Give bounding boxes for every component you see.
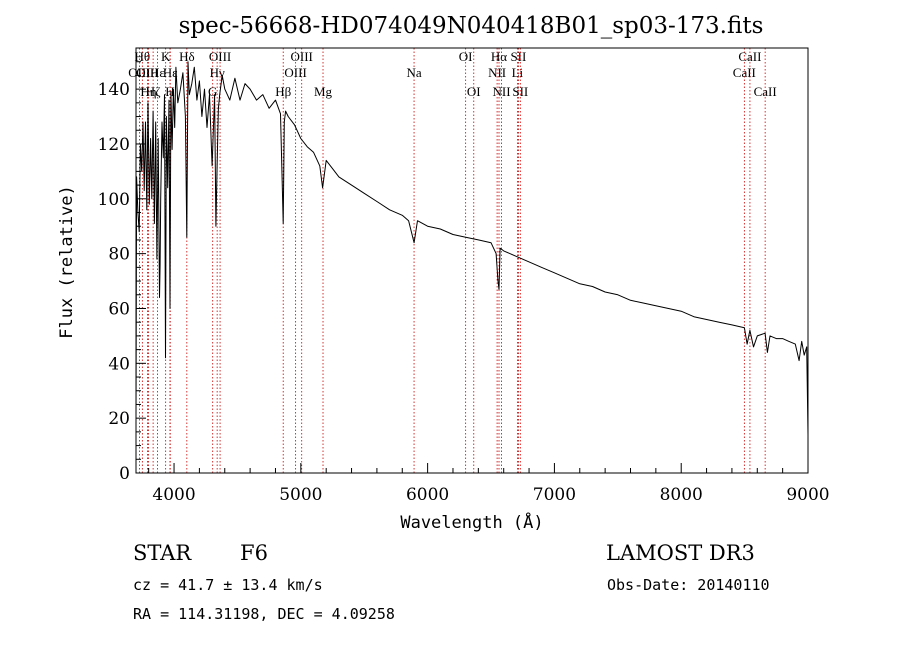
spectral-line-label: CaII — [733, 65, 756, 80]
spectral-line-label: Na — [406, 65, 421, 80]
y-axis-label: Flux (relative) — [57, 185, 77, 339]
spectral-line-label: NII — [493, 84, 511, 99]
y-tick-label: 0 — [119, 464, 130, 484]
spectral-line-label: Li — [512, 65, 524, 80]
spectrum-line — [135, 61, 809, 435]
spectral-line-label: Hθ — [135, 49, 151, 64]
x-tick-label: 8000 — [660, 485, 703, 505]
spectral-line-label: Hγ — [210, 65, 225, 80]
spectral-lines-layer: OIIIHθHηOIIIHζHεKHHεHδGHγOIIIHβOIIIOIIIM… — [128, 48, 777, 473]
spectral-line-label: Hζ — [146, 84, 161, 99]
object-class: STAR — [133, 541, 192, 565]
spectral-line-label: Hα — [491, 49, 507, 64]
series-layer — [135, 61, 809, 435]
spectral-line-label: Hη — [140, 84, 156, 99]
x-tick-label: 5000 — [279, 485, 322, 505]
plot-frame — [135, 47, 809, 474]
obs-date: Obs-Date: 20140110 — [607, 576, 770, 594]
y-axis: 0 20 40 60 80 100 120 140 — [98, 61, 146, 484]
x-tick-label: 7000 — [533, 485, 576, 505]
y-tick-label: 100 — [98, 190, 130, 210]
y-tick-label: 40 — [108, 354, 130, 374]
redshift-info: cz = 41.7 ± 13.4 km/s — [133, 576, 323, 594]
spectral-line-label: G — [208, 84, 217, 99]
coordinates: RA = 114.31198, DEC = 4.09258 — [133, 605, 395, 623]
y-tick-label: 20 — [108, 409, 130, 429]
spectral-line-label: NII — [488, 65, 506, 80]
spectral-line-label: Hε — [163, 65, 178, 80]
y-tick-label: 120 — [98, 135, 130, 155]
x-tick-label: 4000 — [152, 485, 195, 505]
chart-title: spec-56668-HD074049N040418B01_sp03-173.f… — [179, 13, 764, 39]
spectral-line-label: Mg — [314, 84, 333, 99]
x-tick-label: 9000 — [786, 485, 829, 505]
y-tick-label: 140 — [98, 80, 130, 100]
spectral-line-label: Hε — [150, 65, 165, 80]
spectral-line-label: OIII — [209, 49, 231, 64]
spectral-line-label: Hδ — [179, 49, 195, 64]
x-tick-label: 6000 — [406, 485, 449, 505]
spectral-line-label: Hβ — [275, 84, 291, 99]
spectral-line-label: OIII — [291, 49, 313, 64]
spectral-line-label: CaII — [754, 84, 777, 99]
x-axis: 4000 5000 6000 7000 8000 9000 — [148, 463, 830, 505]
spectral-line-label: CaII — [738, 49, 761, 64]
y-tick-label: 60 — [108, 299, 130, 319]
spectral-line-label: SII — [512, 84, 528, 99]
spectral-line-label: SII — [510, 49, 526, 64]
spectral-line-label: OI — [459, 49, 473, 64]
spectral-line-label: OI — [467, 84, 481, 99]
spectral-line-label: OIII — [128, 65, 150, 80]
object-subclass: F6 — [240, 541, 268, 565]
spectral-line-label: OIII — [284, 65, 306, 80]
y-tick-label: 80 — [108, 245, 130, 265]
survey-name: LAMOST DR3 — [606, 541, 755, 565]
spectral-line-label: K — [161, 49, 171, 64]
x-axis-label: Wavelength (Å) — [400, 511, 543, 533]
